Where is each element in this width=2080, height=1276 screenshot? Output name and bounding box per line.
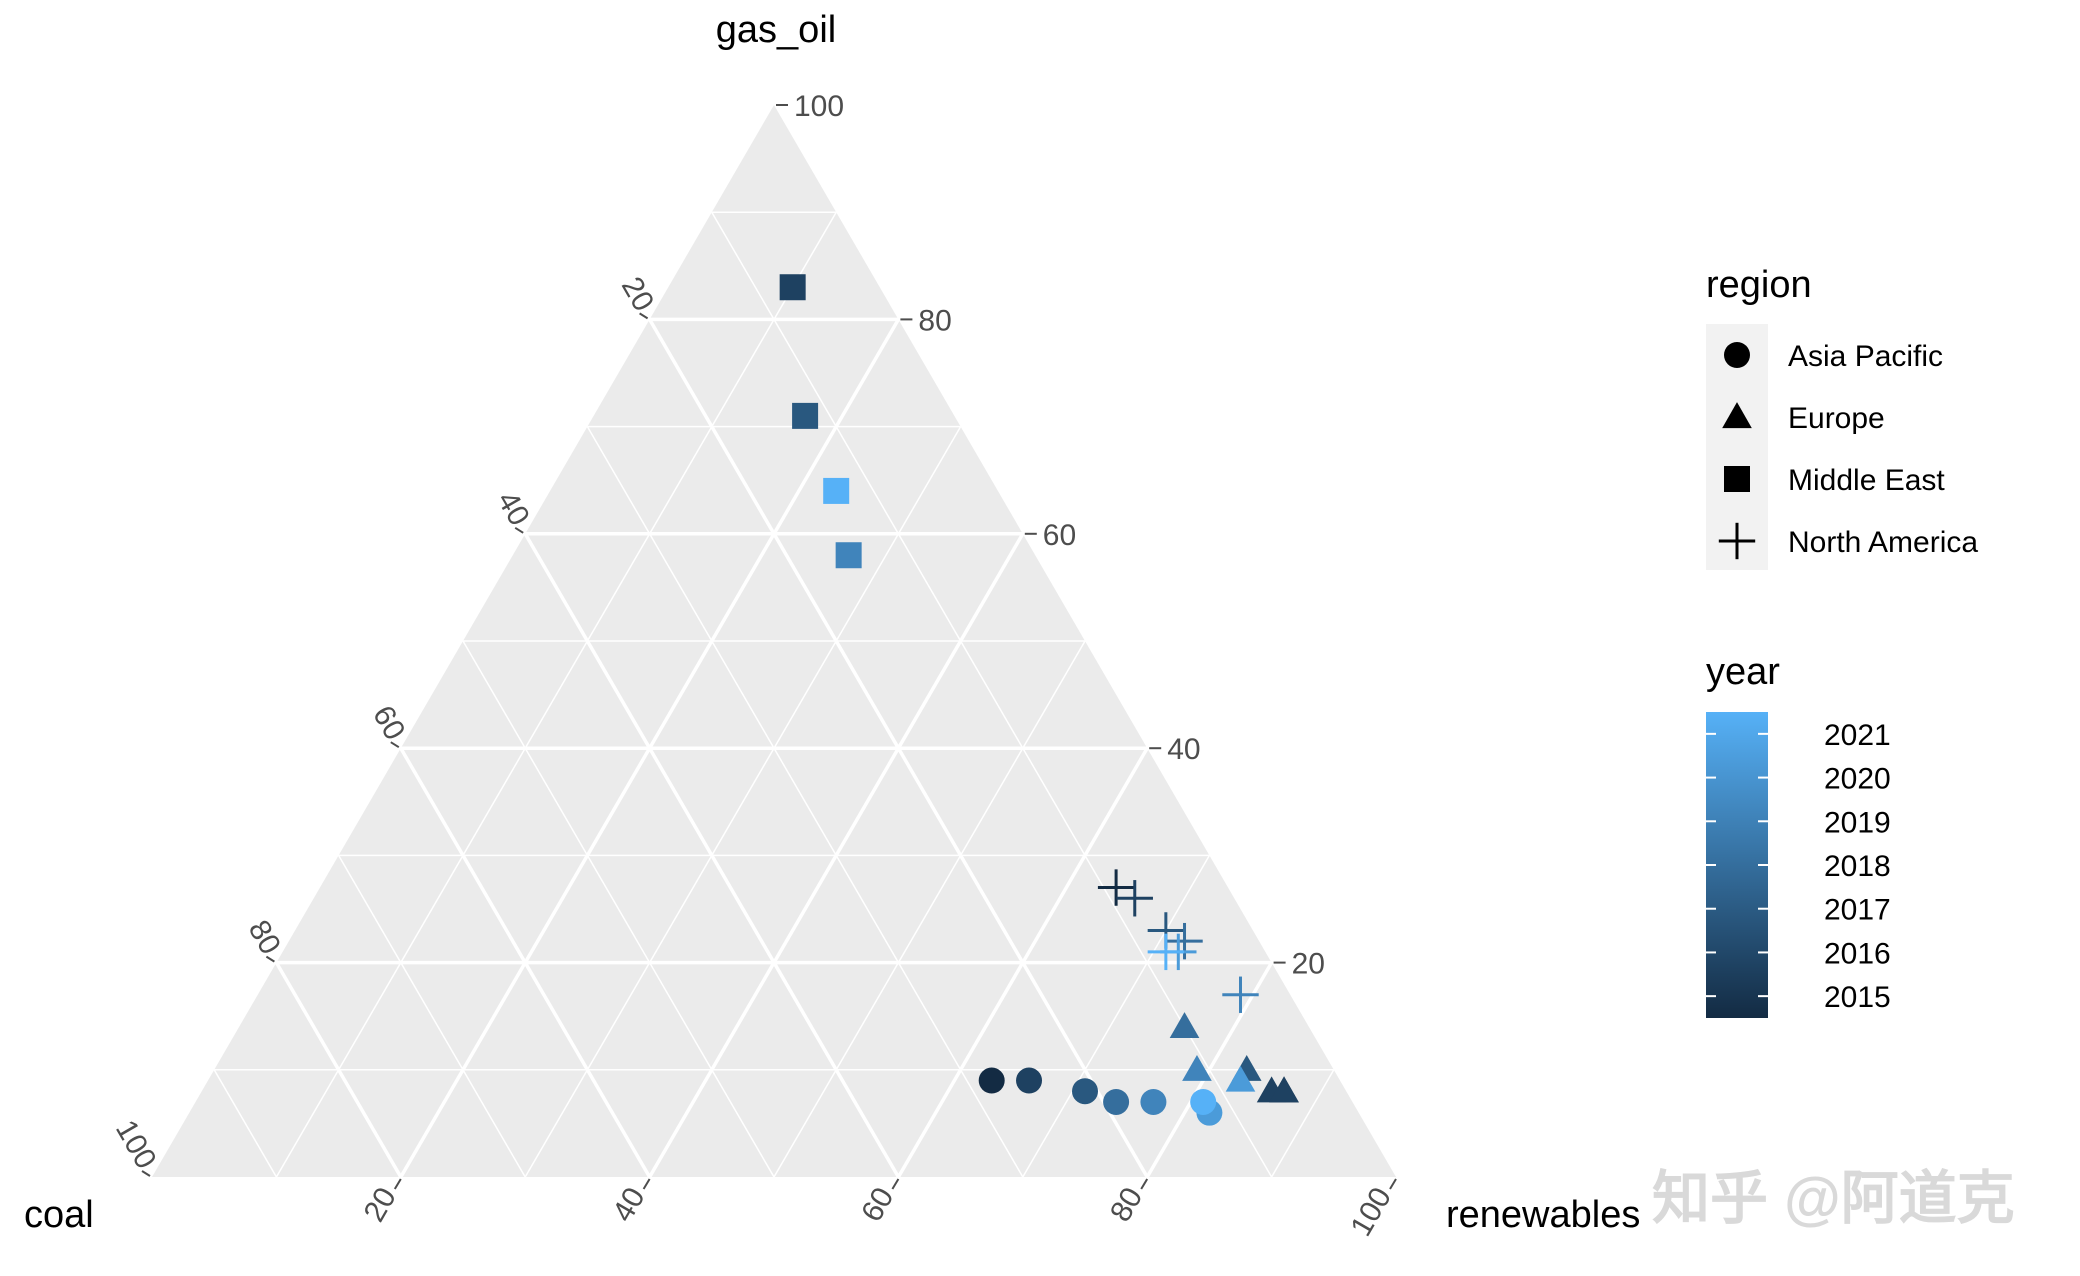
tick-renewables	[1389, 1178, 1397, 1190]
point-asia-pacific	[1140, 1088, 1167, 1115]
grid-line	[896, 747, 1149, 1178]
ternary-grid	[213, 211, 1335, 1178]
legend-key-plus	[1718, 522, 1756, 560]
point-asia-pacific	[1016, 1067, 1043, 1094]
legend-label-region: Asia Pacific	[1788, 340, 1943, 373]
grid-line	[275, 211, 837, 1178]
grid-line	[399, 747, 652, 1178]
legend-label-region: North America	[1788, 526, 1978, 559]
axis-title-coal: coal	[24, 1194, 94, 1236]
tick-label-gas-oil: 40	[1167, 733, 1200, 766]
point-middle-east	[792, 402, 819, 429]
tick-label-gas-oil: 100	[794, 90, 844, 123]
tick-label-gas-oil: 20	[1292, 948, 1325, 981]
point-europe	[1225, 1065, 1256, 1092]
legend-label-region: Europe	[1788, 402, 1885, 435]
tick-coal	[390, 741, 400, 749]
point-asia-pacific	[1072, 1078, 1098, 1105]
tick-label-coal: 80	[242, 915, 287, 960]
point-middle-east	[823, 477, 850, 504]
tick-coal	[514, 526, 524, 534]
grid-line	[1270, 1069, 1335, 1178]
legend-label-year: 2017	[1824, 894, 1891, 927]
tick-coal	[639, 312, 649, 320]
point-europe	[1182, 1054, 1212, 1081]
grid-line	[1022, 855, 1211, 1178]
legend-label-region: Middle East	[1788, 464, 1945, 497]
point-europe	[1169, 1012, 1200, 1039]
grid-line	[711, 211, 1273, 1178]
axis-title-renewables: renewables	[1446, 1194, 1640, 1236]
tick-label-coal: 60	[366, 700, 411, 745]
tick-label-coal: 40	[490, 486, 535, 531]
point-asia-pacific	[1103, 1088, 1130, 1115]
tick-label-gas-oil: 60	[1043, 519, 1076, 552]
legend-label-year: 2020	[1824, 763, 1891, 796]
point-middle-east	[835, 542, 862, 569]
grid-line	[586, 426, 1024, 1178]
grid-line	[773, 640, 1086, 1178]
point-north-america	[1222, 976, 1259, 1013]
legend-label-year: 2016	[1824, 937, 1891, 970]
tick-renewables	[393, 1178, 402, 1190]
point-middle-east	[779, 274, 806, 301]
point-north-america	[1116, 880, 1153, 917]
legend-key-triangle	[1722, 402, 1752, 429]
tick-label-coal: 20	[615, 271, 660, 316]
point-north-america	[1147, 933, 1185, 971]
point-europe	[1269, 1076, 1299, 1103]
legend-key-circle	[1724, 342, 1750, 368]
tick-label-coal: 100	[109, 1115, 163, 1175]
grid-line	[274, 961, 403, 1178]
tick-label-renewables: 100	[1344, 1182, 1398, 1242]
tick-renewables	[642, 1178, 651, 1190]
watermark: 知乎 @阿道克	[1652, 1166, 2015, 1231]
tick-renewables	[1140, 1178, 1149, 1190]
data-points	[779, 274, 1299, 1126]
legend-label-year: 2019	[1824, 806, 1891, 839]
legend-year: year 2021 2020 2019 2018 2017 2016 2015	[1706, 651, 1891, 1018]
grid-line	[213, 1069, 278, 1178]
point-asia-pacific	[1190, 1088, 1217, 1115]
grid-line	[337, 855, 526, 1178]
tick-renewables	[891, 1178, 900, 1190]
legend-region-title: region	[1706, 264, 1812, 306]
legend-year-title: year	[1706, 651, 1780, 693]
legend-label-year: 2018	[1824, 850, 1891, 883]
grid-line	[524, 426, 962, 1178]
tick-label-gas-oil: 80	[918, 304, 951, 337]
legend-label-year: 2015	[1824, 981, 1891, 1014]
grid-line	[462, 640, 775, 1178]
tick-coal	[141, 1170, 151, 1177]
point-north-america	[1097, 869, 1135, 906]
axis-title-gas-oil: gas_oil	[716, 9, 836, 51]
grid-line	[1145, 961, 1274, 1178]
legend-region: region Asia Pacific Europe Middle East Nort…	[1706, 264, 1978, 570]
tick-coal	[265, 955, 275, 963]
point-asia-pacific	[978, 1067, 1005, 1094]
year-colorbar	[1706, 712, 1768, 1018]
legend-label-year: 2021	[1824, 719, 1891, 752]
legend-key-square	[1724, 466, 1750, 492]
